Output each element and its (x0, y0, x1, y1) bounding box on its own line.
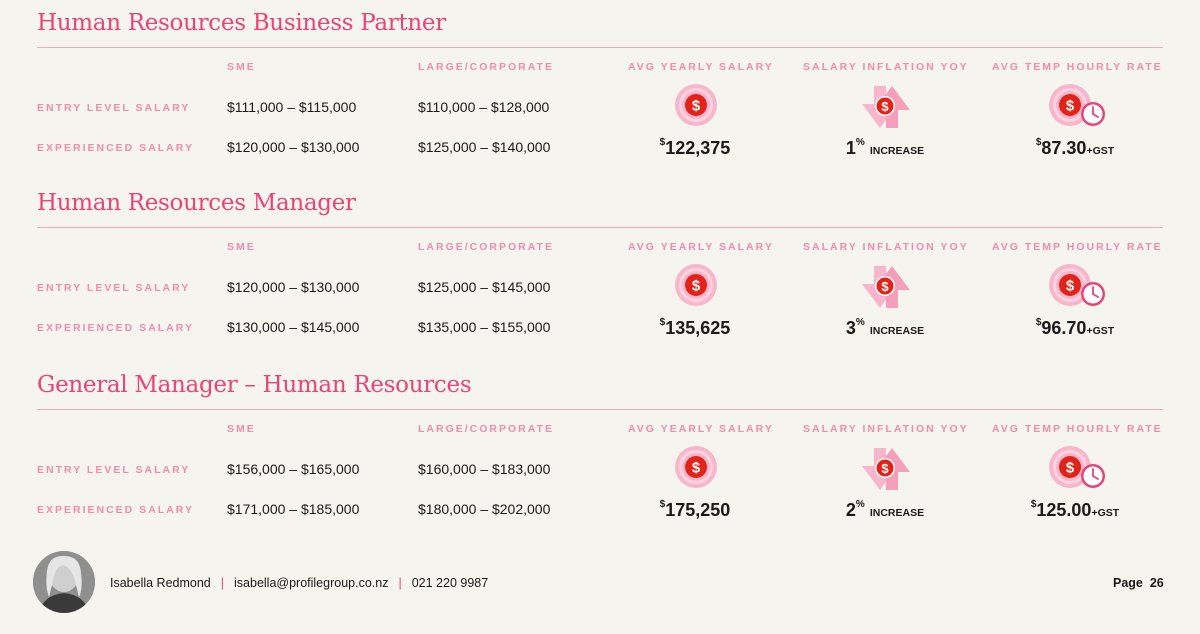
dollar-coin-icon: $ (674, 445, 718, 494)
row-label-entry: ENTRY LEVEL SALARY (37, 102, 191, 114)
entry-large-range: $125,000 – $145,000 (418, 279, 551, 295)
col-header-inflation: SALARY INFLATION YOY (803, 423, 969, 435)
contact-line: Isabella Redmond | isabella@profilegroup.c… (110, 576, 488, 590)
avg-temp-hourly-rate: $96.70+GST (1035, 317, 1115, 338)
svg-text:$: $ (881, 279, 889, 294)
experienced-sme-range: $120,000 – $130,000 (227, 139, 360, 155)
avg-yearly-salary: $122,375 (659, 137, 731, 158)
col-header-temp-rate: AVG TEMP HOURLY RATE (992, 61, 1163, 73)
section-title: General Manager – Human Resources (37, 372, 472, 398)
col-header-temp-rate: AVG TEMP HOURLY RATE (992, 241, 1163, 253)
salary-inflation: 3% INCREASE (845, 317, 925, 338)
experienced-sme-range: $171,000 – $185,000 (227, 501, 360, 517)
entry-sme-range: $156,000 – $165,000 (227, 461, 360, 477)
col-header-large: LARGE/CORPORATE (418, 423, 554, 435)
col-header-avg-yearly: AVG YEARLY SALARY (628, 423, 774, 435)
contact-email[interactable]: isabella@profilegroup.co.nz (234, 576, 389, 590)
row-label-entry: ENTRY LEVEL SALARY (37, 464, 191, 476)
svg-text:$: $ (881, 99, 889, 114)
avg-temp-hourly-rate: $125.00+GST (1030, 499, 1120, 520)
up-down-arrows-dollar-icon: $ (860, 446, 912, 497)
col-header-temp-rate: AVG TEMP HOURLY RATE (992, 423, 1163, 435)
col-header-sme: SME (227, 423, 256, 435)
page-number-value: 26 (1149, 576, 1164, 590)
salary-section-1: Human Resources Business Partner SME LAR… (0, 0, 1200, 180)
col-header-inflation: SALARY INFLATION YOY (803, 61, 969, 73)
avg-yearly-salary: $175,250 (659, 499, 731, 520)
salary-section-2: Human Resources Manager SME LARGE/CORPOR… (0, 180, 1200, 360)
page-number: Page 26 (1113, 576, 1164, 590)
dollar-clock-icon: $ (1048, 263, 1108, 314)
col-header-large: LARGE/CORPORATE (418, 241, 554, 253)
section-divider (37, 47, 1163, 48)
svg-text:$: $ (1066, 460, 1075, 477)
entry-large-range: $160,000 – $183,000 (418, 461, 551, 477)
experienced-large-range: $180,000 – $202,000 (418, 501, 551, 517)
svg-text:$: $ (1066, 278, 1075, 295)
up-down-arrows-dollar-icon: $ (860, 84, 912, 135)
row-label-experienced: EXPERIENCED SALARY (37, 322, 194, 334)
section-title: Human Resources Business Partner (37, 10, 446, 36)
row-label-entry: ENTRY LEVEL SALARY (37, 282, 191, 294)
salary-inflation: 2% INCREASE (845, 499, 925, 520)
avg-yearly-salary: $135,625 (659, 317, 731, 338)
contact-name: Isabella Redmond (110, 576, 211, 590)
contact-phone[interactable]: 021 220 9987 (411, 576, 489, 590)
avatar (33, 551, 95, 613)
section-divider (37, 227, 1163, 228)
svg-text:$: $ (881, 461, 889, 476)
entry-sme-range: $120,000 – $130,000 (227, 279, 360, 295)
section-divider (37, 409, 1163, 410)
separator: | (220, 576, 225, 590)
dollar-coin-icon: $ (674, 83, 718, 132)
salary-inflation: 1% INCREASE (845, 137, 925, 158)
col-header-sme: SME (227, 61, 256, 73)
dollar-clock-icon: $ (1048, 445, 1108, 496)
col-header-sme: SME (227, 241, 256, 253)
col-header-inflation: SALARY INFLATION YOY (803, 241, 969, 253)
separator: | (398, 576, 402, 590)
page-footer: Isabella Redmond | isabella@profilegroup.c… (0, 548, 1200, 618)
svg-text:$: $ (692, 278, 701, 295)
row-label-experienced: EXPERIENCED SALARY (37, 504, 194, 516)
experienced-large-range: $125,000 – $140,000 (418, 139, 551, 155)
section-title: Human Resources Manager (37, 190, 356, 216)
entry-large-range: $110,000 – $128,000 (418, 99, 550, 115)
avatar-photo (33, 551, 95, 613)
svg-text:$: $ (1066, 98, 1075, 115)
salary-section-3: General Manager – Human Resources SME LA… (0, 362, 1200, 542)
col-header-avg-yearly: AVG YEARLY SALARY (628, 241, 774, 253)
experienced-large-range: $135,000 – $155,000 (418, 319, 551, 335)
col-header-large: LARGE/CORPORATE (418, 61, 554, 73)
page-label: Page (1113, 576, 1143, 590)
experienced-sme-range: $130,000 – $145,000 (227, 319, 360, 335)
svg-text:$: $ (692, 98, 701, 115)
dollar-clock-icon: $ (1048, 83, 1108, 134)
row-label-experienced: EXPERIENCED SALARY (37, 142, 194, 154)
up-down-arrows-dollar-icon: $ (860, 264, 912, 315)
entry-sme-range: $111,000 – $115,000 (227, 99, 357, 115)
svg-text:$: $ (692, 460, 701, 477)
col-header-avg-yearly: AVG YEARLY SALARY (628, 61, 774, 73)
avg-temp-hourly-rate: $87.30+GST (1035, 137, 1115, 158)
dollar-coin-icon: $ (674, 263, 718, 312)
